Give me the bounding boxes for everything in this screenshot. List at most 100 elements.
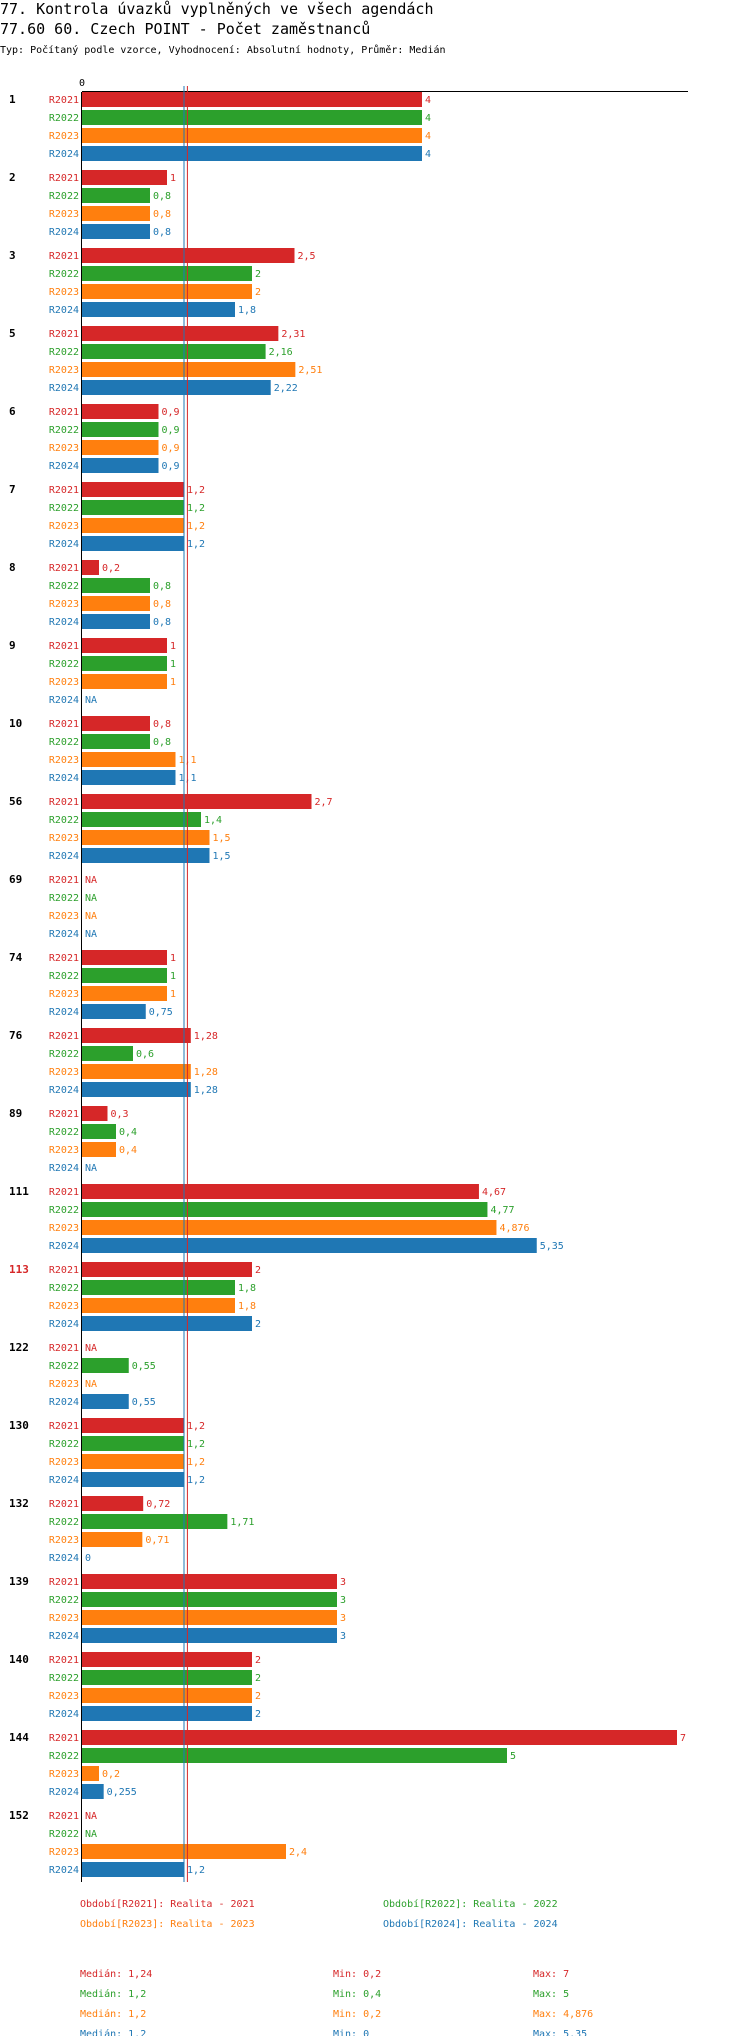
category-label: 1 xyxy=(9,93,16,106)
bar xyxy=(82,830,210,845)
category-label: 69 xyxy=(9,873,22,886)
series-row-label: R2022 xyxy=(49,737,79,748)
series-row-label: R2022 xyxy=(49,581,79,592)
bar xyxy=(82,344,266,359)
series-row-label: R2023 xyxy=(49,521,79,532)
bar xyxy=(82,422,159,437)
series-row-label: R2022 xyxy=(49,1283,79,1294)
stat-max: Max: 4,876 xyxy=(533,2009,593,2020)
data-label: 0,8 xyxy=(153,719,171,730)
data-label: 2 xyxy=(255,1673,261,1684)
data-label: 1,2 xyxy=(187,1439,205,1450)
series-row-label: R2021 xyxy=(49,329,79,340)
data-label: 0,255 xyxy=(107,1787,137,1798)
bar xyxy=(82,1394,129,1409)
bar xyxy=(82,734,150,749)
bar xyxy=(82,170,167,185)
stat-min: Min: 0 xyxy=(333,2029,369,2036)
series-row-label: R2021 xyxy=(49,407,79,418)
series-row-label: R2021 xyxy=(49,641,79,652)
series-row-label: R2022 xyxy=(49,425,79,436)
data-label: 3 xyxy=(340,1631,346,1642)
bar xyxy=(82,1862,184,1877)
bar xyxy=(82,1628,337,1643)
stat-median: Medián: 1,2 xyxy=(80,2028,146,2036)
data-label: NA xyxy=(85,1343,97,1354)
data-label: NA xyxy=(85,1811,97,1822)
category-label: 8 xyxy=(9,561,16,574)
series-row-label: R2021 xyxy=(49,1031,79,1042)
data-label: 0,6 xyxy=(136,1049,154,1060)
bar xyxy=(82,1124,116,1139)
bar xyxy=(82,1106,108,1121)
bar xyxy=(82,1262,252,1277)
bar xyxy=(82,770,176,785)
stat-max: Max: 7 xyxy=(533,1969,569,1980)
bar xyxy=(82,482,184,497)
series-row-label: R2023 xyxy=(49,1457,79,1468)
data-label: 7 xyxy=(680,1733,686,1744)
series-row-label: R2024 xyxy=(49,1475,79,1486)
series-row-label: R2024 xyxy=(49,1631,79,1642)
category-label: 130 xyxy=(9,1419,29,1432)
data-label: 0,8 xyxy=(153,581,171,592)
series-row-label: R2023 xyxy=(49,1769,79,1780)
data-label: 0,72 xyxy=(146,1499,170,1510)
series-row-label: R2021 xyxy=(49,1187,79,1198)
data-label: 0,2 xyxy=(102,1769,120,1780)
data-label: 0,55 xyxy=(132,1361,156,1372)
data-label: 1,2 xyxy=(187,1475,205,1486)
data-label: 5 xyxy=(510,1751,516,1762)
bar xyxy=(82,812,201,827)
bar xyxy=(82,986,167,1001)
series-row-label: R2024 xyxy=(49,1787,79,1798)
bar xyxy=(82,656,167,671)
data-label: NA xyxy=(85,875,97,886)
data-label: NA xyxy=(85,1163,97,1174)
series-row-label: R2024 xyxy=(49,149,79,160)
category-label: 56 xyxy=(9,795,23,808)
bar xyxy=(82,674,167,689)
series-row-label: R2024 xyxy=(49,1241,79,1252)
data-label: NA xyxy=(85,893,97,904)
series-row-label: R2023 xyxy=(49,1613,79,1624)
category-label: 140 xyxy=(9,1653,29,1666)
series-row-label: R2023 xyxy=(49,677,79,688)
data-label: 2,7 xyxy=(315,797,333,808)
series-row-label: R2021 xyxy=(49,719,79,730)
data-label: 2 xyxy=(255,1691,261,1702)
bar xyxy=(82,128,422,143)
data-label: 1,71 xyxy=(230,1517,254,1528)
series-row-label: R2021 xyxy=(49,1109,79,1120)
bar xyxy=(82,380,271,395)
series-row-label: R2021 xyxy=(49,953,79,964)
data-label: 1 xyxy=(170,989,176,1000)
series-row-label: R2024 xyxy=(49,929,79,940)
bar xyxy=(82,1184,479,1199)
chart-subtitle: 77.60 60. Czech POINT - Počet zaměstnanc… xyxy=(0,20,371,38)
bar xyxy=(82,248,295,263)
data-label: 4,77 xyxy=(490,1205,514,1216)
bar xyxy=(82,518,184,533)
category-label: 132 xyxy=(9,1497,29,1510)
data-label: 1,5 xyxy=(213,833,231,844)
series-row-label: R2022 xyxy=(49,269,79,280)
series-row-label: R2021 xyxy=(49,1577,79,1588)
category-label: 74 xyxy=(9,951,23,964)
series-row-label: R2021 xyxy=(49,875,79,886)
series-row-label: R2023 xyxy=(49,1847,79,1858)
data-label: 1,28 xyxy=(194,1085,218,1096)
legend-entry: Období[R2023]: Realita - 2023 xyxy=(80,1918,255,1930)
data-label: 1,2 xyxy=(187,1421,205,1432)
series-row-label: R2023 xyxy=(49,287,79,298)
chart-title: 77. Kontrola úvazků vyplněných ve všech … xyxy=(0,0,434,18)
data-label: 0,8 xyxy=(153,737,171,748)
bar xyxy=(82,1784,104,1799)
series-row-label: R2024 xyxy=(49,461,79,472)
series-row-label: R2023 xyxy=(49,599,79,610)
legend-entry: Období[R2024]: Realita - 2024 xyxy=(383,1918,558,1930)
series-row-label: R2022 xyxy=(49,1361,79,1372)
bar xyxy=(82,1142,116,1157)
data-label: 2 xyxy=(255,1319,261,1330)
data-label: 1 xyxy=(170,953,176,964)
